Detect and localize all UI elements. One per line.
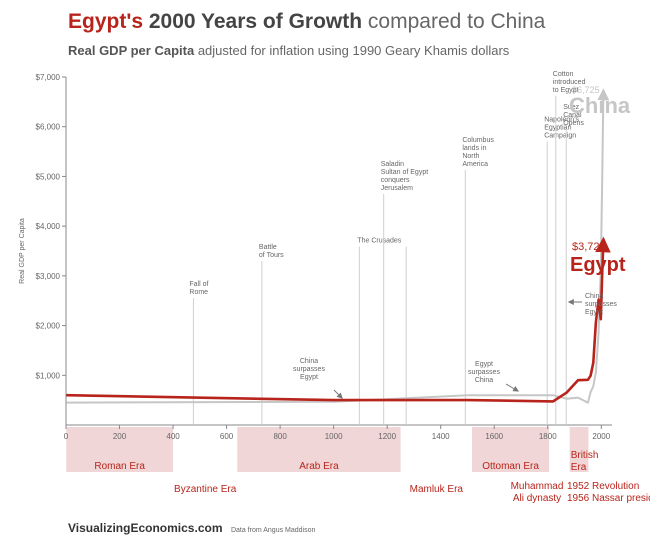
series-egypt-line (66, 236, 611, 403)
x-tick-label: 800 (273, 432, 287, 441)
annotation-arrow (333, 389, 343, 399)
era-label-muhammad-ali-dynasty: Muhammad Ali dynasty (511, 481, 564, 504)
title-bold: 2000 Years of Growth (148, 10, 363, 33)
china-end-label: China (569, 93, 631, 118)
y-axis-label: Real GDP per Capita (19, 218, 26, 284)
subtitle-rest: adjusted for inflation using 1990 Geary … (197, 43, 510, 58)
y-tick-label: $5,000 (36, 172, 61, 181)
annotation-2: China surpasses Egypt (585, 293, 617, 316)
note-0: 1952 Revolution (567, 481, 639, 492)
footer-source: Data from Angus Maddison (230, 527, 316, 534)
series-china-line (66, 88, 610, 404)
x-tick-label: 0 (64, 432, 69, 441)
event-label: Napoleon's Egyptian Campaign (544, 117, 579, 140)
chart-title: Egypt's 2000 Years of Growth compared to… (68, 10, 545, 34)
x-tick-label: 2000 (592, 432, 610, 441)
x-tick-label: 1000 (325, 432, 343, 441)
annotation-1: Egypt surpasses China (468, 361, 500, 384)
era-label-british-era: British Era (571, 450, 599, 473)
egypt-end-label: Egypt (570, 254, 626, 276)
y-tick-label: $7,000 (36, 73, 61, 82)
era-band (569, 427, 589, 472)
era-band (237, 427, 401, 472)
x-tick-label: 1200 (378, 432, 396, 441)
title-rest: compared to China (367, 10, 546, 33)
y-tick-label: $1,000 (36, 371, 61, 380)
y-tick-label: $4,000 (36, 222, 61, 231)
event-label: Columbus lands in North America (462, 137, 494, 168)
footer: VisualizingEconomics.com Data from Angus… (68, 519, 315, 537)
event-label: Saladin Sultan of Egypt conquers Jerusalem (381, 161, 429, 192)
chart-subtitle: Real GDP per Capita adjusted for inflati… (68, 43, 509, 58)
y-tick-label: $2,000 (36, 322, 61, 331)
x-tick-label: 1600 (485, 432, 503, 441)
era-label-arab-era: Arab Era (299, 461, 339, 472)
event-label: Suez Canal Opens (563, 104, 584, 127)
era-label-byzantine-era: Byzantine Era (174, 484, 237, 495)
era-label-roman-era: Roman Era (94, 461, 145, 472)
subtitle-bold: Real GDP per Capita (68, 43, 195, 58)
title-egypt: Egypt's (68, 10, 144, 33)
event-label: Fall of Rome (189, 281, 208, 296)
era-label-ottoman-era: Ottoman Era (482, 461, 539, 472)
event-label: Cotton introduced to Egypt (553, 71, 586, 94)
annotation-arrow (505, 383, 520, 392)
y-tick-label: $6,000 (36, 123, 61, 132)
footer-brand[interactable]: VisualizingEconomics.com (68, 521, 223, 535)
era-band (472, 427, 550, 472)
y-tick-label: $3,000 (36, 272, 61, 281)
era-label-mamluk-era: Mamluk Era (410, 484, 464, 495)
event-label: Battle of Tours (259, 244, 284, 259)
note-1: 1956 Nassar presidant (567, 493, 650, 504)
x-tick-label: 200 (113, 432, 127, 441)
china-end-value: $6,725 (572, 85, 600, 95)
x-tick-label: 400 (166, 432, 180, 441)
x-tick-label: 1400 (432, 432, 450, 441)
x-tick-label: 600 (220, 432, 234, 441)
annotation-0: China surpasses Egypt (293, 358, 325, 381)
era-band (66, 427, 174, 472)
event-label: The Crusades (357, 238, 401, 245)
x-tick-label: 1800 (539, 432, 557, 441)
egypt-end-value: $3,725 (572, 241, 606, 253)
